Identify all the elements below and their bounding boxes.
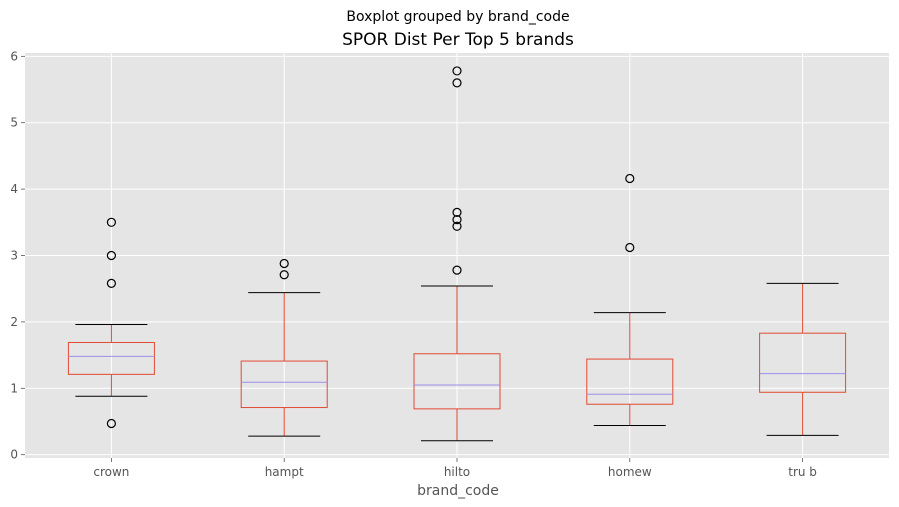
x-tick-label: hilto xyxy=(444,465,470,479)
outlier-point xyxy=(625,242,635,253)
box-hampt xyxy=(240,258,328,437)
box-crown xyxy=(67,217,155,429)
y-tick-label: 6 xyxy=(10,49,18,63)
chart-title: SPOR Dist Per Top 5 brands xyxy=(342,30,574,50)
outlier-point xyxy=(452,66,462,76)
outlier-point xyxy=(279,270,289,280)
outlier-point xyxy=(106,278,117,288)
y-tick-label: 5 xyxy=(10,116,18,130)
box-iqr xyxy=(67,341,155,375)
x-tick-label: hampt xyxy=(265,465,304,479)
box-iqr xyxy=(240,360,328,409)
outlier-point xyxy=(452,215,462,225)
outlier-point xyxy=(452,207,462,217)
x-tick-label: crown xyxy=(93,465,129,479)
x-axis-label: brand_code xyxy=(417,483,499,499)
box-series xyxy=(67,66,847,442)
outlier-point xyxy=(452,78,462,88)
outlier-point xyxy=(106,250,117,261)
y-tick-label: 4 xyxy=(10,182,18,196)
y-tick-label: 2 xyxy=(10,315,18,329)
x-tick-label: homew xyxy=(608,465,652,479)
y-tick-label: 0 xyxy=(10,448,18,462)
chart-suptitle: Boxplot grouped by brand_code xyxy=(346,9,569,25)
box-homew xyxy=(586,173,674,426)
box-iqr xyxy=(413,353,501,410)
y-tick-label: 3 xyxy=(10,249,18,263)
outlier-point xyxy=(625,173,635,184)
outlier-point xyxy=(279,258,289,269)
box-hilto xyxy=(413,66,501,442)
outlier-point xyxy=(106,418,117,429)
x-axis-ticks: crown hampt hilto homew tru b xyxy=(93,458,817,479)
outlier-point xyxy=(452,265,462,275)
box-tru-b xyxy=(759,282,847,436)
box-iqr xyxy=(586,358,674,405)
y-tick-label: 1 xyxy=(10,381,18,395)
outlier-point xyxy=(452,221,462,231)
y-axis-ticks: 0 1 2 3 4 5 6 xyxy=(10,49,25,462)
x-tick-label: tru b xyxy=(788,465,817,479)
box-iqr xyxy=(759,332,847,393)
outlier-point xyxy=(106,217,117,227)
